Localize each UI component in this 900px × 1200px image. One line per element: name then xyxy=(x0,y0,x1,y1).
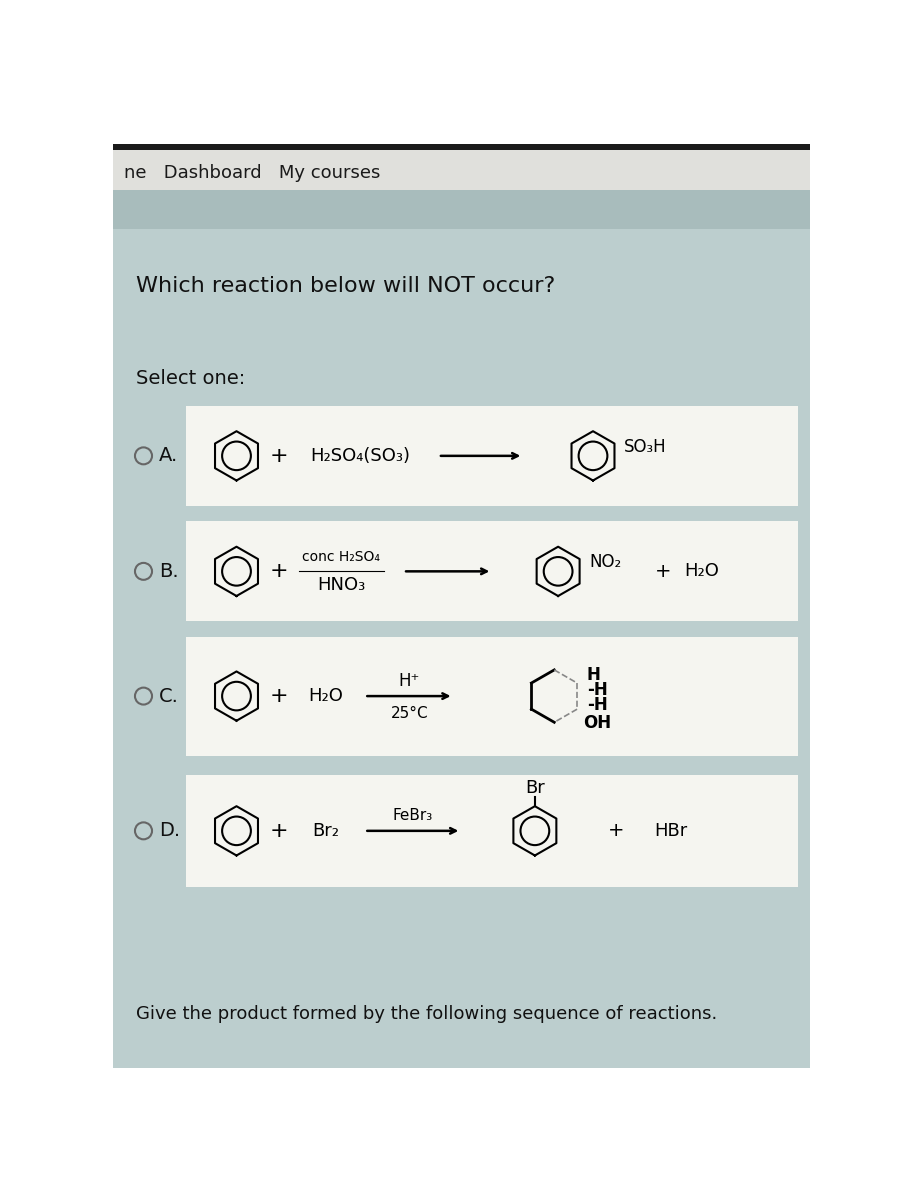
Text: Br₂: Br₂ xyxy=(312,822,339,840)
Text: Br: Br xyxy=(525,780,544,798)
Text: conc H₂SO₄: conc H₂SO₄ xyxy=(302,551,380,564)
Text: H₂O: H₂O xyxy=(308,688,343,706)
Text: A.: A. xyxy=(159,446,178,466)
Text: NO₂: NO₂ xyxy=(590,553,621,571)
Text: D.: D. xyxy=(159,821,180,840)
Text: H⁺: H⁺ xyxy=(399,672,420,690)
Bar xyxy=(112,150,810,190)
Text: Give the product formed by the following sequence of reactions.: Give the product formed by the following… xyxy=(136,1006,717,1024)
Text: H₂O: H₂O xyxy=(684,563,719,581)
Text: -H: -H xyxy=(587,680,608,698)
Text: ne   Dashboard   My courses: ne Dashboard My courses xyxy=(124,164,381,182)
Text: +: + xyxy=(270,686,288,706)
Text: -H: -H xyxy=(587,696,608,714)
Bar xyxy=(186,406,798,506)
Text: Select one:: Select one: xyxy=(136,370,245,389)
Text: +: + xyxy=(608,821,625,840)
Text: +: + xyxy=(270,562,288,581)
Bar xyxy=(186,521,798,622)
Text: SO₃H: SO₃H xyxy=(624,438,667,456)
Text: H₂SO₄(SO₃): H₂SO₄(SO₃) xyxy=(310,446,410,464)
Bar xyxy=(186,775,798,887)
Text: H: H xyxy=(587,666,600,684)
Text: HBr: HBr xyxy=(654,822,687,840)
Text: HNO₃: HNO₃ xyxy=(317,576,365,594)
Text: B.: B. xyxy=(159,562,178,581)
Text: 25°C: 25°C xyxy=(391,706,428,720)
Text: C.: C. xyxy=(159,686,179,706)
Text: +: + xyxy=(270,446,288,466)
Text: +: + xyxy=(270,821,288,841)
Bar xyxy=(186,637,798,756)
Text: OH: OH xyxy=(583,714,611,732)
Bar xyxy=(112,190,810,229)
Text: Which reaction below will NOT occur?: Which reaction below will NOT occur? xyxy=(136,276,555,296)
Text: +: + xyxy=(654,562,671,581)
Bar xyxy=(112,144,810,150)
Text: FeBr₃: FeBr₃ xyxy=(392,808,433,823)
